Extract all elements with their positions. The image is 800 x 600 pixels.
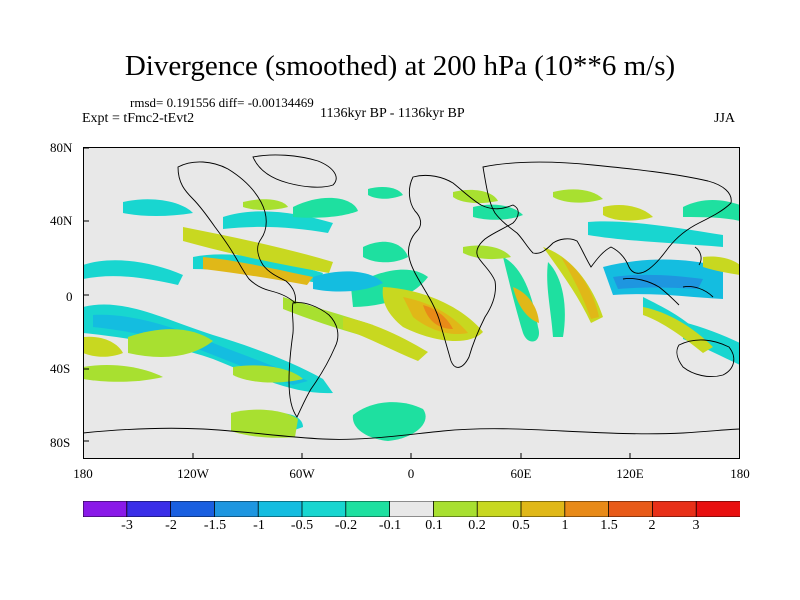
colorbar-label: 0.1 xyxy=(425,518,443,533)
colorbar-swatch xyxy=(257,501,303,517)
colorbar-swatch xyxy=(345,501,391,517)
colorbar-swatch xyxy=(652,501,698,517)
colorbar-swatch xyxy=(389,501,435,517)
colorbar-swatch xyxy=(564,501,610,517)
colorbar-swatch xyxy=(83,501,128,517)
season-text: JJA xyxy=(714,111,736,126)
colorbar-label: 0.5 xyxy=(512,518,530,533)
colorbar-label: -1 xyxy=(253,518,265,533)
x-tick-60w: 60W xyxy=(289,466,315,481)
x-tick-120w: 120W xyxy=(177,466,209,481)
colorbar-swatch xyxy=(695,501,740,517)
colorbar-label: -0.2 xyxy=(334,518,358,533)
antarctic-region xyxy=(352,402,426,441)
colorbar-label: 2 xyxy=(648,518,656,533)
stats-text: rmsd= 0.191556 diff= -0.00134469 xyxy=(130,95,314,110)
colorbar-label: -3 xyxy=(121,518,133,533)
colorbar-label: 1 xyxy=(561,518,569,533)
y-tick-80s: 80S xyxy=(50,435,71,450)
colorbar-swatch xyxy=(608,501,654,517)
y-tick-40n: 40N xyxy=(50,213,73,228)
positive-divergence-regions xyxy=(83,189,740,438)
colorbar-label: -2 xyxy=(165,518,177,533)
y-tick-40s: 40S xyxy=(50,361,71,376)
y-tick-80n: 80N xyxy=(50,140,73,155)
colorbar-swatch xyxy=(301,501,347,517)
experiment-text: Expt = tFmc2-tEvt2 xyxy=(82,111,195,126)
colorbar-label: -0.5 xyxy=(290,518,314,533)
coastlines xyxy=(83,154,740,440)
x-tick-60e: 60E xyxy=(510,466,532,481)
colorbar-swatch xyxy=(432,501,479,517)
colorbar-label: 0.2 xyxy=(468,518,486,533)
colorbar xyxy=(83,501,740,517)
colorbar-label: -0.1 xyxy=(378,518,402,533)
x-tick-0: 0 xyxy=(407,466,415,481)
colorbar-swatch xyxy=(170,501,216,517)
y-tick-0: 0 xyxy=(66,289,73,304)
plot-title: Divergence (smoothed) at 200 hPa (10**6 … xyxy=(124,50,676,82)
colorbar-label: 1.5 xyxy=(600,518,618,533)
colorbar-swatch xyxy=(520,501,566,517)
colorbar-label: -1.5 xyxy=(203,518,227,533)
x-tick-120e: 120E xyxy=(616,466,644,481)
colorbar-label: 3 xyxy=(692,518,700,533)
colorbar-swatch xyxy=(213,501,260,517)
colorbar-swatch xyxy=(476,501,522,517)
colorbar-swatch xyxy=(126,501,172,517)
divergence-map xyxy=(83,147,740,459)
x-tick-180w: 180 xyxy=(73,466,93,481)
x-tick-180e: 180 xyxy=(730,466,750,481)
axis-ticks xyxy=(83,147,631,459)
period-text: 1136kyr BP - 1136kyr BP xyxy=(320,106,465,121)
